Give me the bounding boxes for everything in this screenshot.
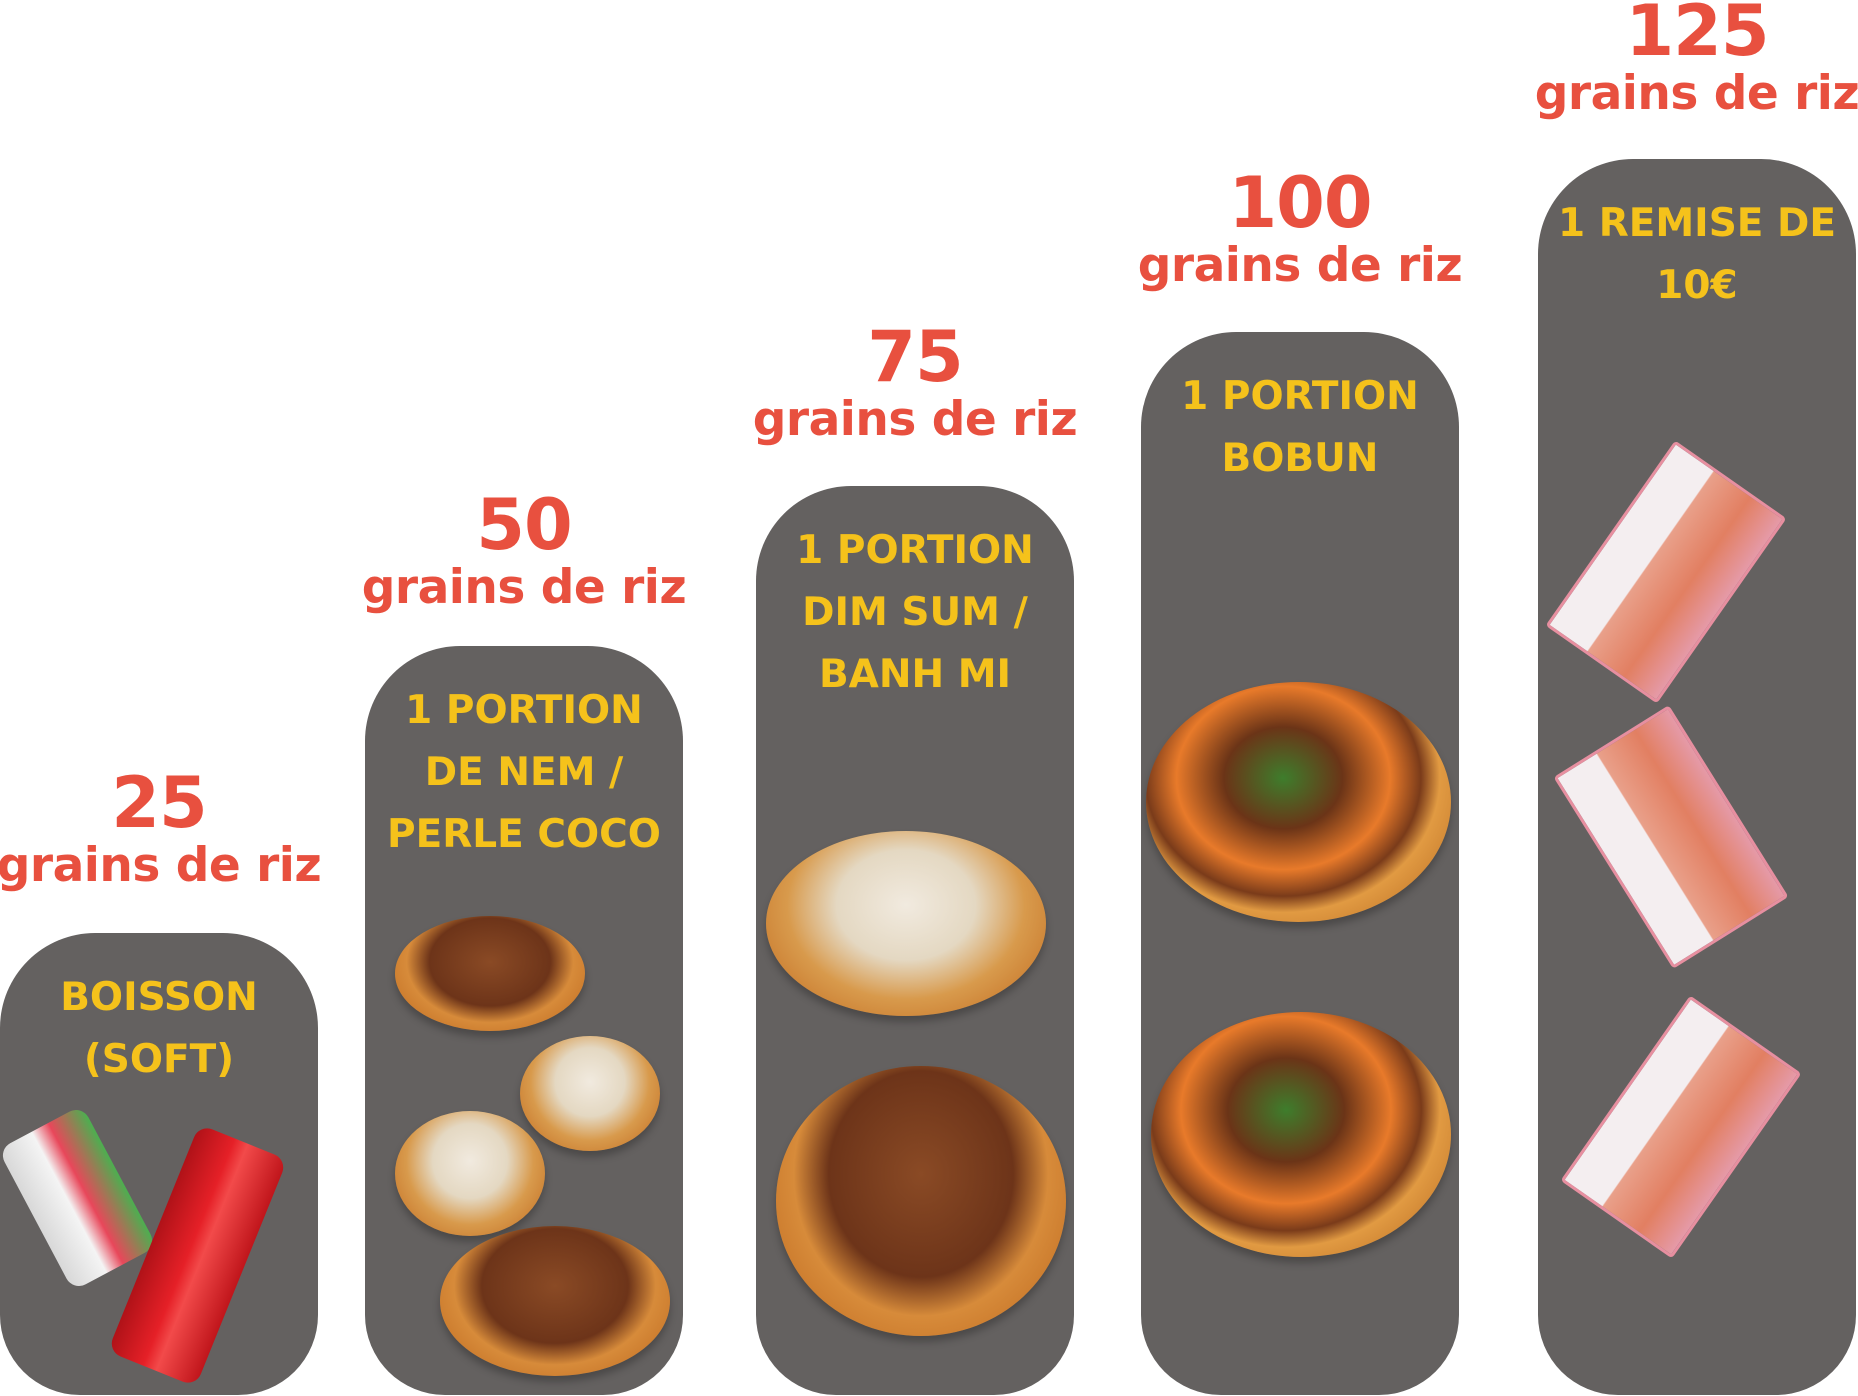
ten-euro-banknote-image xyxy=(1545,440,1787,704)
title-line: (SOFT) xyxy=(83,1037,235,1082)
reward-card: 1 PORTION DIM SUM / BANH MI xyxy=(756,486,1074,1395)
title-line: PERLE COCO xyxy=(387,812,661,857)
reward-nem-perle-coco: 50 grains de riz 1 PORTION DE NEM / PERL… xyxy=(362,0,687,1396)
title-line: BOBUN xyxy=(1221,436,1379,481)
reward-price: 125 grains de riz xyxy=(1518,0,1858,122)
ten-euro-banknote-image xyxy=(1553,705,1789,969)
points-value: 75 xyxy=(867,316,963,398)
points-value: 50 xyxy=(476,484,572,566)
points-unit: grains de riz xyxy=(0,838,322,893)
perle-coco-bowl-image xyxy=(520,1036,660,1151)
title-line: 1 PORTION xyxy=(1181,374,1419,419)
reward-title: 1 PORTION BOBUN xyxy=(1141,366,1459,490)
ten-euro-banknote-image xyxy=(1560,995,1802,1259)
banh-mi-bowl-image xyxy=(776,1066,1066,1336)
title-line: 10€ xyxy=(1656,263,1738,308)
title-line: DE NEM / xyxy=(424,750,624,795)
reward-bobun: 100 grains de riz 1 PORTION BOBUN xyxy=(1138,0,1463,1396)
perle-coco-bowl-image xyxy=(395,1111,545,1236)
reward-title: BOISSON (SOFT) xyxy=(0,967,318,1091)
points-value: 125 xyxy=(1625,0,1769,72)
title-line: 1 PORTION xyxy=(405,688,643,733)
litchi-drink-can-image xyxy=(0,1105,157,1291)
points-unit: grains de riz xyxy=(361,560,687,615)
title-line: 1 REMISE DE xyxy=(1557,201,1837,246)
reward-price: 50 grains de riz xyxy=(345,490,703,616)
nem-plate-image xyxy=(440,1226,670,1376)
reward-card: 1 REMISE DE 10€ xyxy=(1538,159,1856,1395)
reward-price: 100 grains de riz xyxy=(1121,168,1479,294)
reward-boisson: 25 grains de riz BOISSON (SOFT) xyxy=(0,0,322,1396)
title-line: DIM SUM / xyxy=(802,590,1028,635)
title-line: 1 PORTION xyxy=(796,528,1034,573)
reward-card: BOISSON (SOFT) xyxy=(0,933,318,1395)
reward-card: 1 PORTION DE NEM / PERLE COCO xyxy=(365,646,683,1395)
title-line: BANH MI xyxy=(818,652,1012,697)
title-line: BOISSON xyxy=(60,975,258,1020)
dim-sum-bowl-image xyxy=(766,831,1046,1016)
bobun-bowl-image xyxy=(1146,682,1451,922)
reward-remise: 125 grains de riz 1 REMISE DE 10€ xyxy=(1535,0,1858,1396)
points-value: 100 xyxy=(1228,162,1372,244)
reward-price: 25 grains de riz xyxy=(0,768,338,894)
points-unit: grains de riz xyxy=(752,392,1078,447)
nem-plate-image xyxy=(395,916,585,1031)
reward-price: 75 grains de riz xyxy=(736,322,1094,448)
reward-title: 1 REMISE DE 10€ xyxy=(1538,193,1856,317)
bobun-bowl-image xyxy=(1151,1012,1451,1257)
points-unit: grains de riz xyxy=(1534,66,1858,121)
points-unit: grains de riz xyxy=(1137,238,1463,293)
reward-title: 1 PORTION DE NEM / PERLE COCO xyxy=(365,680,683,866)
reward-card: 1 PORTION BOBUN xyxy=(1141,332,1459,1395)
reward-title: 1 PORTION DIM SUM / BANH MI xyxy=(756,520,1074,706)
reward-dim-sum-banh-mi: 75 grains de riz 1 PORTION DIM SUM / BAN… xyxy=(753,0,1078,1396)
points-value: 25 xyxy=(111,762,207,844)
